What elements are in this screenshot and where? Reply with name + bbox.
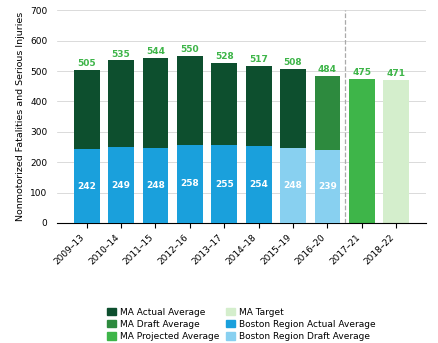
Text: 517: 517 bbox=[249, 55, 268, 64]
Text: 475: 475 bbox=[351, 68, 371, 77]
Bar bbox=[108, 60, 134, 223]
Text: 544: 544 bbox=[146, 47, 165, 56]
Text: 528: 528 bbox=[214, 52, 233, 61]
Text: 550: 550 bbox=[180, 45, 199, 54]
Text: 242: 242 bbox=[77, 182, 96, 191]
Text: 255: 255 bbox=[214, 180, 233, 189]
Bar bbox=[382, 80, 408, 223]
Text: 258: 258 bbox=[180, 179, 199, 188]
Text: 254: 254 bbox=[249, 180, 268, 189]
Text: 471: 471 bbox=[386, 69, 405, 78]
Y-axis label: Nonmotorized Fatalities and Serious Injuries: Nonmotorized Fatalities and Serious Inju… bbox=[15, 12, 25, 221]
Bar bbox=[142, 147, 168, 223]
Bar bbox=[348, 79, 374, 223]
Bar bbox=[279, 69, 305, 223]
Bar bbox=[177, 144, 202, 223]
Text: 249: 249 bbox=[111, 181, 131, 190]
Bar bbox=[211, 62, 237, 223]
Text: 484: 484 bbox=[317, 65, 336, 74]
Text: 248: 248 bbox=[283, 181, 302, 190]
Bar bbox=[245, 146, 271, 223]
Text: 535: 535 bbox=[112, 50, 130, 59]
Bar bbox=[142, 58, 168, 223]
Bar bbox=[74, 150, 99, 223]
Bar bbox=[108, 147, 134, 223]
Bar bbox=[314, 76, 339, 223]
Bar bbox=[177, 56, 202, 223]
Text: 239: 239 bbox=[317, 182, 336, 191]
Legend: MA Actual Average, MA Draft Average, MA Projected Average, MA Target, Boston Reg: MA Actual Average, MA Draft Average, MA … bbox=[103, 304, 378, 343]
Text: 248: 248 bbox=[146, 181, 165, 190]
Bar bbox=[74, 70, 99, 223]
Bar bbox=[279, 147, 305, 223]
Bar bbox=[245, 66, 271, 223]
Bar bbox=[211, 145, 237, 223]
Text: 508: 508 bbox=[283, 58, 302, 67]
Text: 505: 505 bbox=[77, 59, 96, 68]
Bar bbox=[314, 150, 339, 223]
